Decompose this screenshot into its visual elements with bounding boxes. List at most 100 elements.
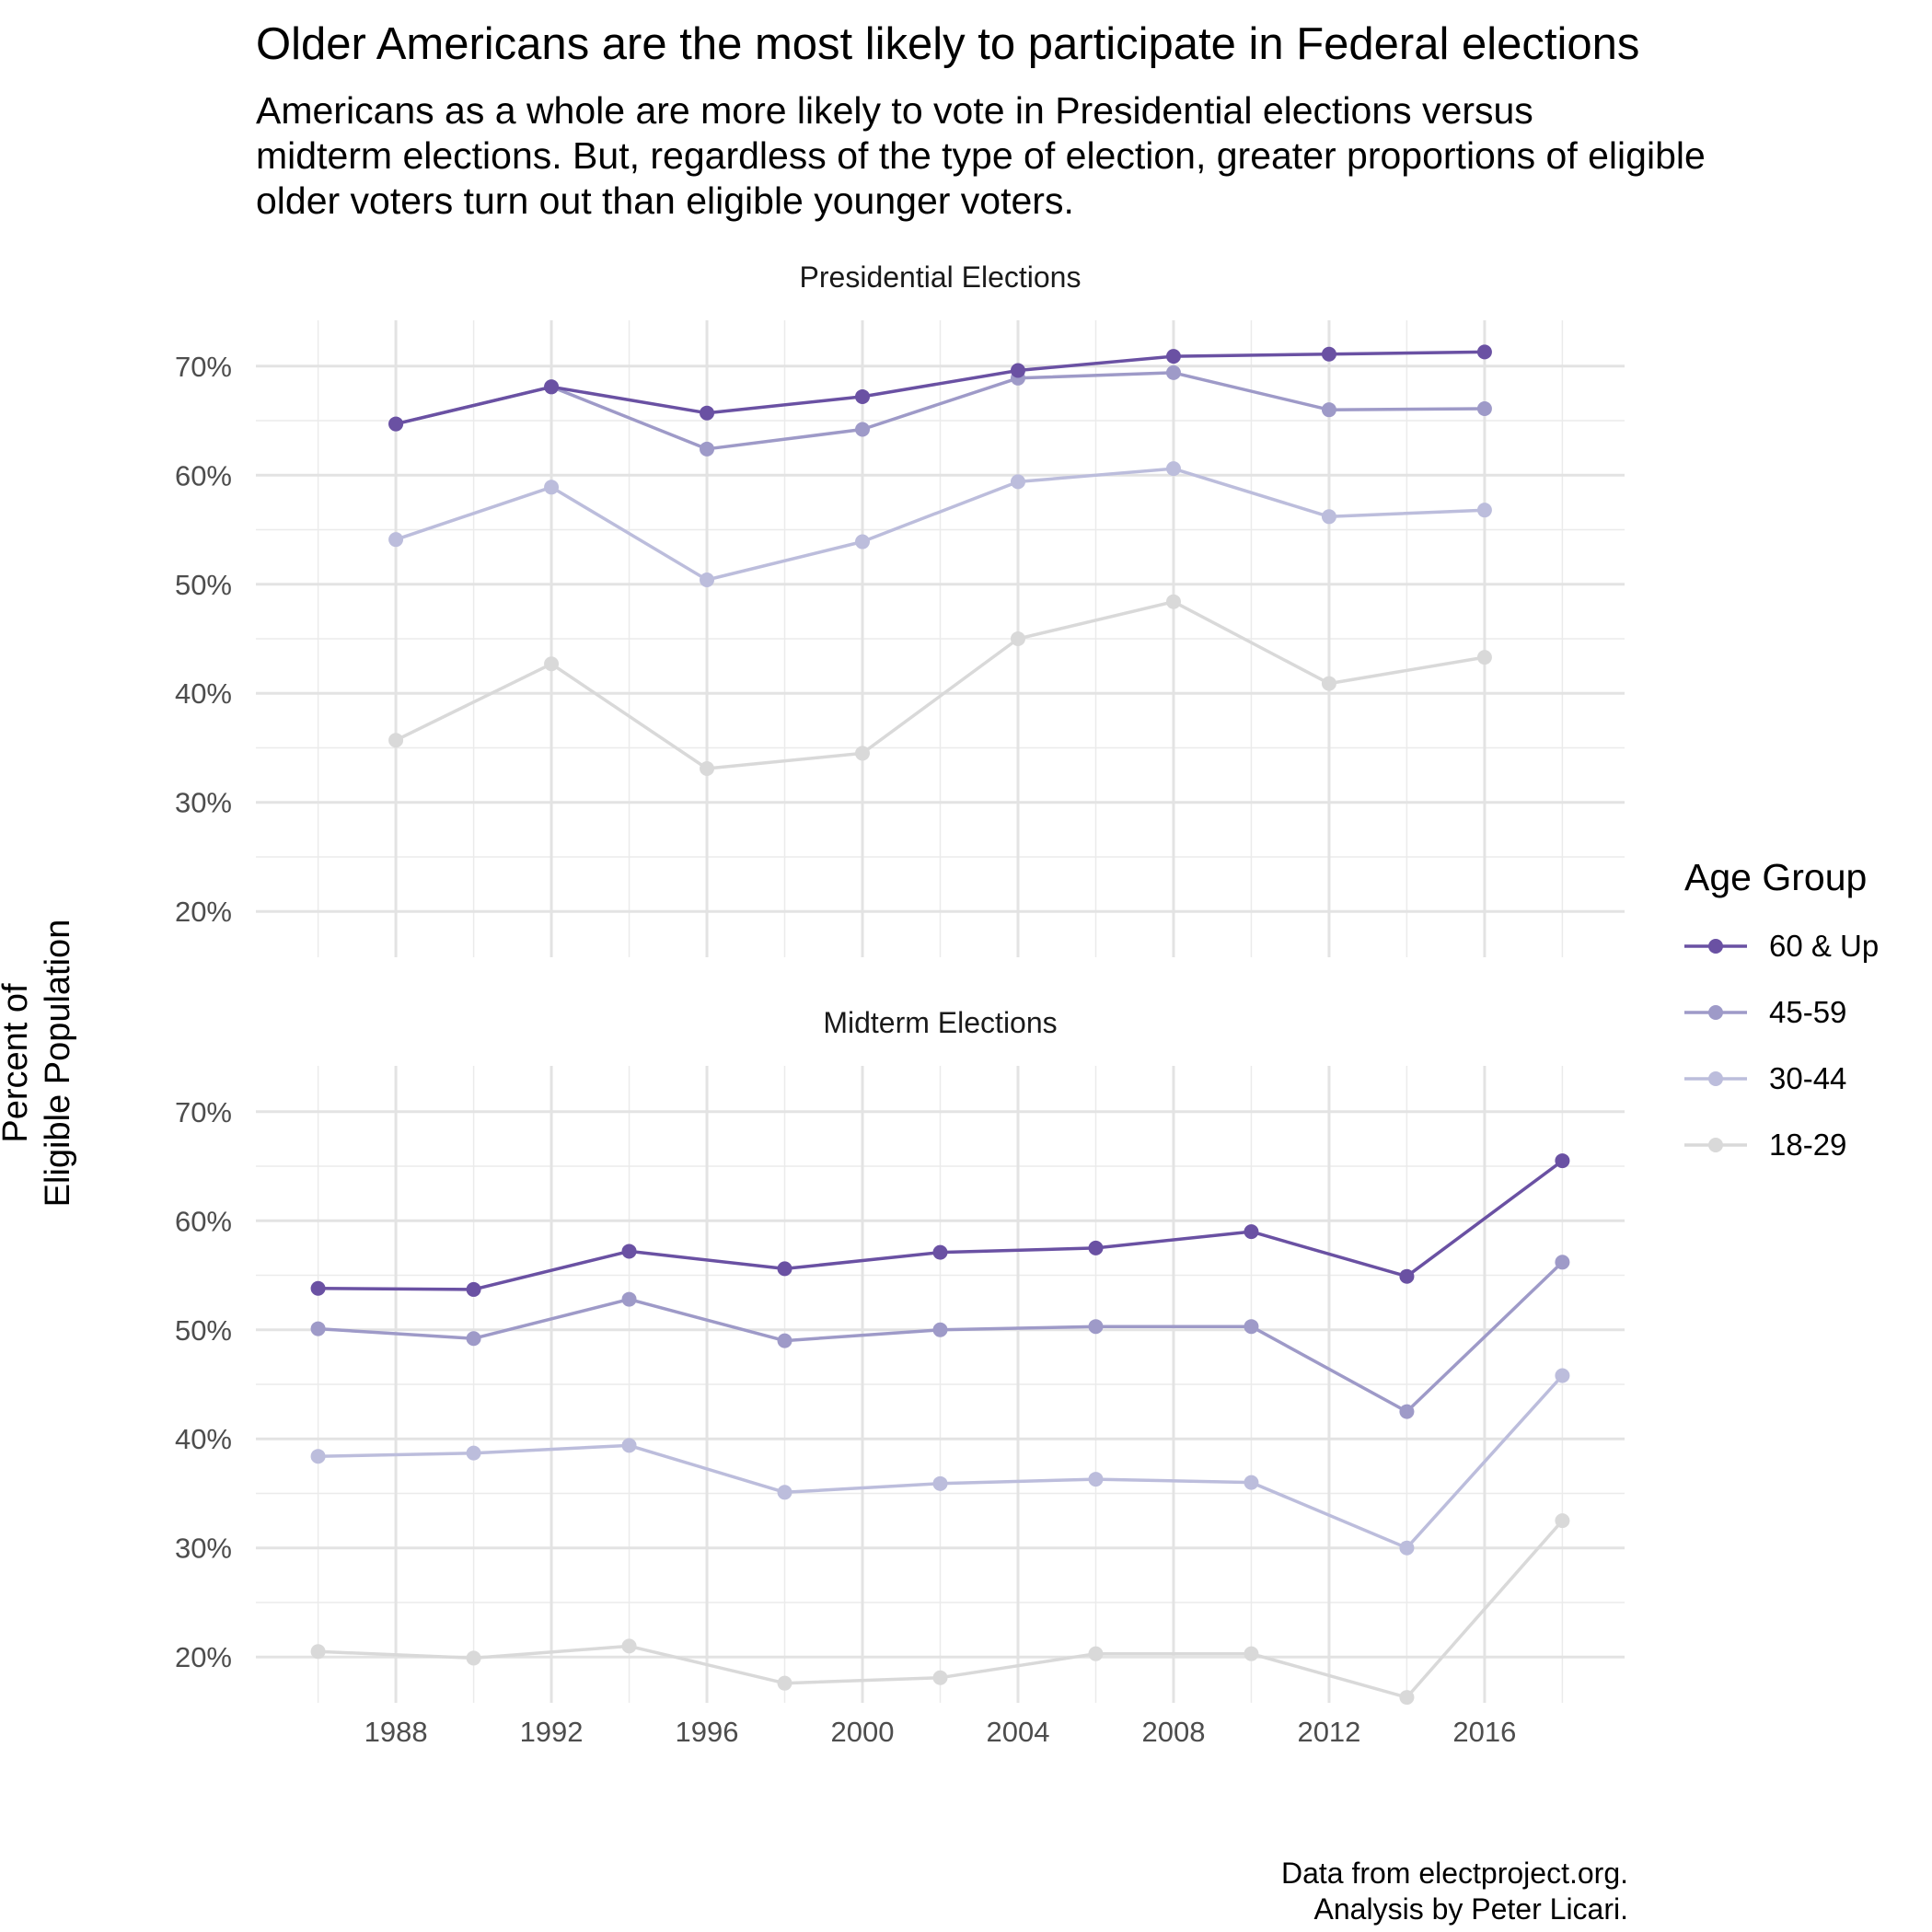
y-tick-label: 30% <box>175 787 232 819</box>
data-point <box>544 656 560 672</box>
legend-label: 18-29 <box>1769 1128 1847 1162</box>
legend-item-60-up: 60 & Up <box>1684 913 1879 979</box>
series-line <box>395 350 1485 426</box>
y-tick-label: 40% <box>175 1423 232 1455</box>
y-tick-label: 60% <box>175 1205 232 1237</box>
data-point <box>855 534 871 550</box>
data-point <box>932 1244 948 1260</box>
legend-item-30-44: 30-44 <box>1684 1046 1879 1112</box>
chart-caption: Data from electproject.org. Analysis by … <box>1281 1856 1628 1927</box>
data-point <box>1321 676 1336 691</box>
caption-line: Analysis by Peter Licari. <box>1313 1892 1628 1926</box>
y-tick-label: 40% <box>175 677 232 710</box>
y-tick-label: 50% <box>175 1314 232 1347</box>
legend-item-18-29: 18-29 <box>1684 1112 1879 1178</box>
data-point <box>310 1280 326 1296</box>
facet-label: Midterm Elections <box>823 1006 1057 1039</box>
legend-label: 45-59 <box>1769 995 1847 1029</box>
series-line <box>395 599 1486 770</box>
legend-key-icon <box>1684 1005 1747 1020</box>
data-point <box>1476 344 1492 360</box>
legend-key-icon <box>1684 1071 1747 1086</box>
data-point <box>621 1438 637 1453</box>
legend: Age Group 60 & Up 45-59 30-44 18-29 <box>1684 854 1879 1178</box>
data-point <box>700 573 715 588</box>
data-point <box>466 1331 481 1347</box>
x-tick-label: 2008 <box>1141 1716 1205 1748</box>
data-point <box>1088 1472 1104 1487</box>
data-point <box>1088 1240 1104 1255</box>
data-point <box>1555 1368 1570 1383</box>
data-point <box>1165 461 1181 477</box>
data-point <box>1321 509 1336 525</box>
subtitle-line: older voters turn out than eligible youn… <box>256 179 1074 222</box>
x-tick-label: 1988 <box>364 1716 428 1748</box>
chart-subtitle: Americans as a whole are more likely to … <box>256 88 1913 224</box>
data-point <box>1244 1319 1259 1335</box>
data-point <box>1010 474 1025 490</box>
x-tick-label: 2000 <box>831 1716 895 1748</box>
data-point <box>855 746 871 761</box>
subtitle-line: Americans as a whole are more likely to … <box>256 89 1533 132</box>
data-point <box>1476 503 1492 518</box>
data-point <box>855 422 871 437</box>
caption-line: Data from electproject.org. <box>1280 1857 1628 1890</box>
data-point <box>310 1321 326 1336</box>
legend-item-45-59: 45-59 <box>1684 979 1879 1046</box>
facet-label: Presidential Elections <box>800 260 1082 294</box>
data-point <box>700 441 715 457</box>
data-point <box>777 1333 792 1348</box>
y-tick-label: 60% <box>175 459 232 492</box>
data-point <box>932 1322 948 1337</box>
data-point <box>777 1675 792 1691</box>
data-point <box>310 1644 326 1660</box>
data-point <box>1399 1404 1415 1419</box>
data-point <box>1010 631 1025 646</box>
data-point <box>1321 402 1336 418</box>
y-tick-label: 20% <box>175 896 232 928</box>
data-point <box>1476 650 1492 665</box>
legend-key-icon <box>1684 1138 1747 1152</box>
data-point <box>1165 594 1181 609</box>
legend-label: 60 & Up <box>1769 929 1880 963</box>
data-point <box>700 761 715 777</box>
data-point <box>1399 1268 1415 1284</box>
x-tick-label: 1996 <box>676 1716 739 1748</box>
chart-title: Older Americans are the most likely to p… <box>256 19 1640 69</box>
subtitle-line: midterm elections. But, regardless of th… <box>256 134 1706 177</box>
data-point <box>466 1650 481 1666</box>
data-point <box>1555 1153 1570 1169</box>
data-point <box>1244 1475 1259 1490</box>
legend-title: Age Group <box>1684 856 1868 898</box>
data-point <box>700 405 715 421</box>
data-point <box>1088 1646 1104 1661</box>
y-tick-label: 30% <box>175 1533 232 1565</box>
x-tick-label: 2012 <box>1297 1716 1360 1748</box>
y-tick-label: 20% <box>175 1641 232 1673</box>
series-line <box>395 371 1485 451</box>
y-tick-label: 70% <box>175 1096 232 1128</box>
series-line <box>395 467 1485 582</box>
y-tick-label: 50% <box>175 569 232 601</box>
data-point <box>855 388 871 404</box>
data-point <box>1399 1540 1415 1556</box>
y-tick-label: 70% <box>175 351 232 383</box>
data-point <box>310 1449 326 1464</box>
data-point <box>388 532 404 548</box>
data-point <box>1476 400 1492 416</box>
data-point <box>932 1475 948 1491</box>
data-point <box>1088 1319 1104 1335</box>
data-point <box>621 1244 637 1259</box>
data-point <box>621 1291 637 1307</box>
data-point <box>1010 363 1025 378</box>
legend-key-point <box>1708 1005 1723 1020</box>
data-point <box>777 1485 792 1500</box>
data-point <box>777 1261 792 1277</box>
legend-key-point <box>1708 1138 1723 1152</box>
data-point <box>466 1445 481 1461</box>
legend-key-point <box>1708 1071 1723 1086</box>
data-point <box>388 416 404 432</box>
x-tick-label: 2004 <box>987 1716 1050 1748</box>
x-tick-label: 2016 <box>1452 1716 1516 1748</box>
